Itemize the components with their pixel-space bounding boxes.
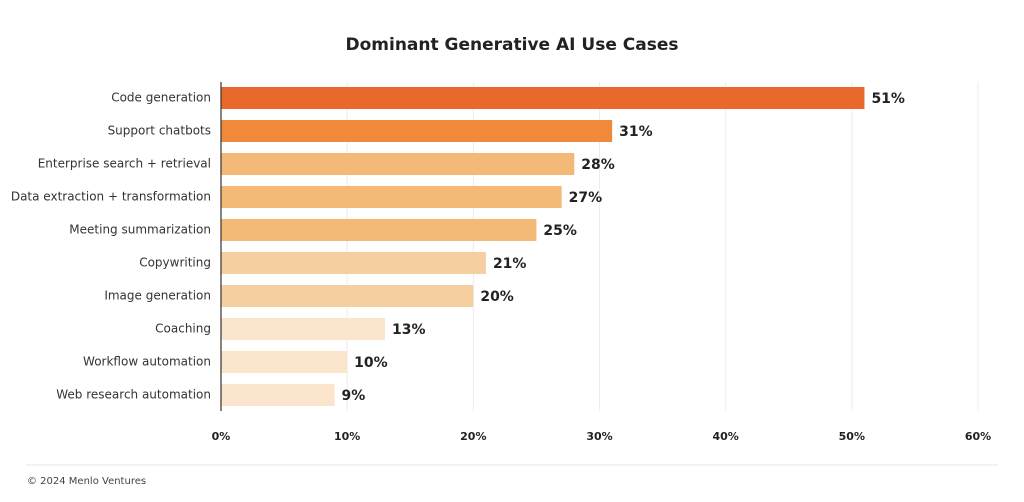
- value-label: 10%: [354, 355, 388, 371]
- y-tick-label: Meeting summarization: [69, 223, 211, 237]
- value-label: 31%: [619, 124, 653, 140]
- bar: [221, 219, 537, 241]
- x-tick-label: 10%: [334, 430, 360, 443]
- bar: [221, 252, 486, 274]
- value-label: 9%: [342, 388, 366, 404]
- y-tick-label: Support chatbots: [108, 124, 211, 138]
- chart-title: Dominant Generative AI Use Cases: [346, 35, 679, 55]
- value-label: 27%: [569, 190, 603, 206]
- y-tick-label: Copywriting: [139, 256, 211, 270]
- y-tick-label: Coaching: [155, 322, 211, 336]
- y-tick-label: Workflow automation: [83, 355, 211, 369]
- bar: [221, 318, 386, 340]
- value-label: 25%: [543, 223, 577, 239]
- bar: [221, 351, 348, 373]
- x-tick-label: 40%: [712, 430, 738, 443]
- bar: [221, 120, 613, 142]
- value-label: 20%: [480, 289, 514, 305]
- x-tick-label: 50%: [839, 430, 865, 443]
- bar: [221, 285, 474, 307]
- x-tick-label: 60%: [965, 430, 991, 443]
- bar: [221, 186, 562, 208]
- value-label: 51%: [871, 91, 905, 107]
- value-label: 13%: [392, 322, 426, 338]
- x-tick-label: 30%: [586, 430, 612, 443]
- value-label: 28%: [581, 157, 615, 173]
- y-tick-label: Web research automation: [56, 388, 211, 402]
- bar: [221, 87, 865, 109]
- y-tick-label: Code generation: [111, 91, 211, 105]
- y-tick-label: Image generation: [104, 289, 211, 303]
- bar: [221, 384, 335, 406]
- y-tick-label: Data extraction + transformation: [11, 190, 211, 204]
- y-tick-label: Enterprise search + retrieval: [38, 157, 211, 171]
- bar: [221, 153, 575, 175]
- x-tick-label: 20%: [460, 430, 486, 443]
- value-label: 21%: [493, 256, 527, 272]
- footer: © 2024 Menlo Ventures: [27, 476, 146, 487]
- x-tick-label: 0%: [212, 430, 231, 443]
